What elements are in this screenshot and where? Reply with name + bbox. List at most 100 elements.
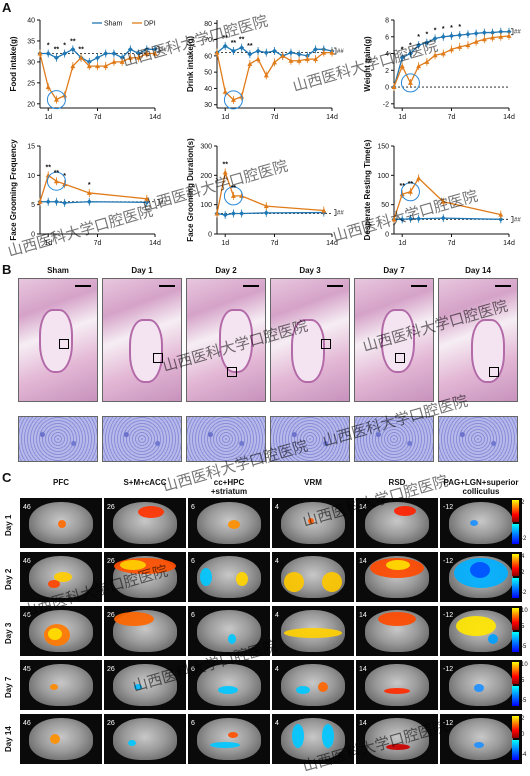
- histology-zoom-image: [438, 416, 518, 462]
- colorbar-tick: 4: [521, 554, 525, 560]
- data-point: [498, 29, 504, 35]
- data-point: [214, 210, 220, 216]
- scale-bar: [327, 285, 343, 287]
- x-tick-label: 7d: [94, 240, 102, 247]
- data-point: [45, 51, 51, 57]
- slice-number: 4: [275, 558, 279, 565]
- activation-blob: [318, 682, 328, 692]
- activation-blob: [50, 684, 58, 690]
- data-point: [222, 212, 228, 218]
- colorbar-tick: -4: [521, 752, 527, 758]
- x-tick-label: 1d: [44, 114, 52, 121]
- data-point: [263, 210, 269, 216]
- significance-star: **: [54, 170, 60, 177]
- brain-section: [197, 664, 261, 706]
- activation-blob: [470, 562, 490, 578]
- panel-label-a: A: [2, 0, 12, 15]
- data-point: [111, 51, 117, 57]
- data-point: [296, 51, 302, 57]
- activation-blob: [322, 572, 342, 592]
- tooth-section: [39, 309, 73, 373]
- data-point: [399, 216, 405, 222]
- mri-slice: 4: [272, 714, 354, 764]
- highlight-circle: [223, 90, 243, 110]
- significance-star: **: [45, 164, 51, 171]
- activation-blob: [58, 520, 66, 528]
- slice-number: 14: [359, 612, 367, 619]
- face-grooming-duration-chart: 0 100 200 300 1d 7d 14d Face Grooming Duration(…: [185, 138, 350, 250]
- activation-blob: [308, 518, 314, 524]
- mri-slice: 6: [188, 714, 270, 764]
- colorbar-tick: 2: [521, 500, 525, 506]
- data-point: [440, 34, 446, 40]
- activation-blob: [228, 732, 238, 738]
- data-point: [37, 199, 43, 204]
- colorbar-tick: 2: [521, 716, 525, 722]
- roi-box: [59, 339, 69, 349]
- mri-slice: 14: [356, 714, 438, 764]
- data-point: [111, 59, 117, 64]
- data-point: [416, 216, 422, 222]
- activation-blob: [218, 686, 238, 694]
- roi-box: [321, 339, 331, 349]
- colorbar-negative: [512, 632, 519, 652]
- roi-box: [395, 353, 405, 363]
- series-line-sham: [393, 31, 509, 88]
- data-point: [247, 51, 253, 57]
- y-tick-label: 80: [204, 21, 212, 28]
- data-point: [53, 97, 59, 102]
- mri-slice: -12: [440, 660, 522, 710]
- colorbar-negative: [512, 578, 519, 598]
- data-point: [465, 31, 471, 37]
- slice-number: -12: [443, 504, 454, 511]
- data-point: [407, 216, 413, 222]
- x-tick-label: 14d: [503, 114, 515, 121]
- colorbar-tick: 10: [521, 662, 528, 668]
- hash-mark: ##: [514, 217, 521, 223]
- data-point: [95, 63, 100, 69]
- chart-svg: -2 0 2 4 6 8 1d 7d 14d Weight gain(g) * * * * * * * * ##: [363, 18, 521, 122]
- legend-label-dpi: DPI: [144, 21, 156, 28]
- brain-section: [29, 664, 93, 706]
- data-point: [86, 199, 92, 205]
- series-line-dpi: [39, 174, 147, 202]
- y-axis-label: Weight gain(g): [363, 36, 372, 92]
- y-tick-label: 6: [385, 34, 389, 41]
- slice-number: 6: [191, 558, 195, 565]
- data-point: [103, 63, 109, 69]
- y-tick-label: 100: [377, 173, 389, 180]
- data-point: [53, 55, 59, 61]
- data-point: [407, 51, 413, 57]
- y-tick-label: 50: [204, 70, 212, 77]
- data-point: [272, 48, 277, 54]
- mri-slice: 6: [188, 606, 270, 656]
- data-point: [288, 50, 294, 56]
- data-point: [313, 56, 319, 62]
- colorbar-tick: -5: [521, 644, 527, 650]
- y-axis-label: Desperate Resting Time(s): [363, 139, 372, 240]
- roi-box: [489, 367, 499, 377]
- slice-number: 14: [359, 558, 367, 565]
- data-point: [263, 50, 269, 56]
- activation-blob: [138, 506, 164, 518]
- mri-slice: 4: [272, 660, 354, 710]
- data-point: [498, 216, 504, 222]
- mri-slice: 26: [104, 552, 186, 602]
- data-point: [391, 216, 397, 222]
- histology-column-title: Day 3: [299, 266, 321, 275]
- slice-number: 6: [191, 612, 195, 619]
- data-point: [152, 46, 158, 52]
- data-point: [424, 40, 430, 46]
- mri-slice: 45: [20, 660, 102, 710]
- hash-bracket: [511, 28, 514, 36]
- data-point: [506, 29, 512, 35]
- x-tick-label: 7d: [94, 114, 102, 121]
- significance-star: *: [450, 25, 453, 32]
- histology-image: [270, 278, 350, 402]
- mri-slice: 4: [272, 498, 354, 548]
- data-point: [239, 210, 245, 216]
- scale-bar: [411, 285, 427, 287]
- brain-section: [281, 664, 345, 706]
- tooth-section: [129, 319, 163, 383]
